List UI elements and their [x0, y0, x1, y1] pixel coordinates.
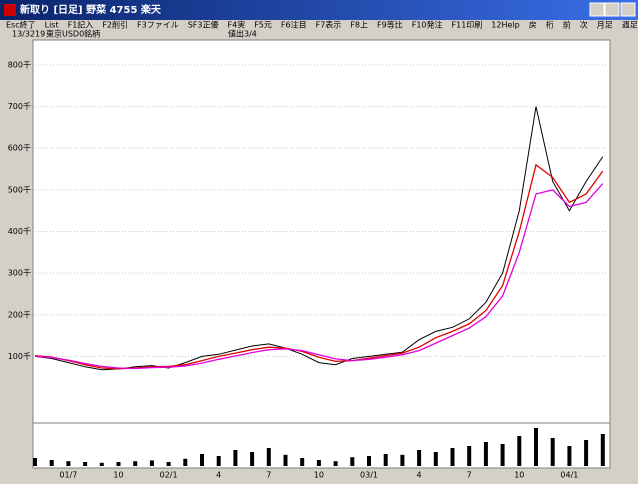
price-line [34, 183, 604, 370]
x-tick-label: 10 [514, 471, 524, 480]
maximize-button[interactable] [604, 2, 620, 17]
volume-bar [166, 462, 171, 466]
volume-bar [216, 456, 221, 466]
volume-bar [33, 458, 37, 466]
x-tick-label: 4 [417, 471, 422, 480]
x-tick-label: 7 [266, 471, 271, 480]
volume-bar [266, 448, 271, 466]
y-tick-label: 100千 [8, 351, 31, 361]
volume-bar [417, 450, 422, 466]
menu-item[interactable]: F4実 [228, 20, 246, 30]
menu-item[interactable]: Esc終了 [6, 20, 36, 30]
menu-item[interactable]: F6注目 [281, 20, 307, 30]
close-button[interactable] [620, 2, 636, 17]
volume-bar [66, 461, 71, 466]
chart-area [32, 39, 611, 469]
volume-bar [367, 456, 371, 466]
menu-item[interactable]: 桁 [546, 20, 554, 30]
volume-bar [483, 442, 488, 466]
volume-bar [200, 454, 204, 466]
menu-item[interactable]: 月足 [597, 21, 613, 30]
menu-item[interactable]: 前 [563, 20, 571, 30]
volume-bar [250, 452, 255, 466]
volume-bar [584, 440, 589, 466]
menu-item[interactable]: F7表示 [316, 20, 342, 30]
volume-bar [99, 462, 104, 466]
menu-bar: Esc終了 List F1記入 F2削引 F3ファイル SF3正優 F4実 F5元 F6注目 F7… [6, 20, 638, 30]
menu-item[interactable]: F3ファイル [137, 21, 179, 30]
volume-bar [600, 434, 605, 466]
x-tick-label: 7 [467, 471, 472, 480]
menu-item[interactable]: 12Help [491, 21, 519, 30]
menu-item[interactable]: F8上 [350, 21, 368, 30]
window-buttons[interactable] [589, 2, 636, 17]
volume-bar [133, 461, 138, 466]
minimize-button[interactable] [589, 2, 605, 17]
menu-item[interactable]: SF3正優 [188, 20, 219, 30]
window-title: 新取り [日足] 野菜 4755 楽天 [20, 3, 162, 16]
volume-bar [83, 462, 88, 466]
menu-item[interactable]: F5元 [254, 21, 272, 30]
volume-bar [149, 460, 154, 466]
volume-bar [316, 460, 321, 466]
x-tick-label: 03/1 [360, 471, 378, 480]
x-tick-label: 10 [314, 471, 324, 480]
menu-item[interactable]: 戻 [529, 20, 537, 30]
volume-bar [500, 444, 505, 466]
volume-bar [400, 454, 405, 466]
volume-bar [517, 436, 522, 466]
volume-bar [300, 458, 305, 466]
volume-bar [550, 438, 555, 466]
volume-bar [333, 461, 338, 466]
volume-bar [350, 457, 355, 466]
x-tick-label: 04/1 [560, 471, 578, 480]
volume-bar [233, 450, 238, 466]
y-tick-label: 800千 [8, 59, 31, 69]
y-tick-label: 300千 [8, 268, 31, 278]
menu-item[interactable]: F10発注 [412, 20, 443, 30]
plot: 100千 200千 300千 400千 500千 600千 700千 800千 01/7 10 02… [8, 59, 607, 480]
status-note: 値出3/4 [228, 29, 257, 39]
status-market: 東京USD0銘柄 [46, 29, 100, 39]
menu-item[interactable]: 次 [580, 20, 588, 30]
status-date: 13/3219 [12, 30, 45, 39]
volume-bar [283, 454, 288, 466]
y-tick-label: 500千 [8, 184, 31, 194]
y-tick-label: 700千 [8, 101, 31, 111]
x-tick-label: 10 [113, 471, 123, 480]
menu-item[interactable]: F11印刷 [452, 21, 483, 30]
x-tick-label: 4 [216, 471, 221, 480]
x-tick-label: 02/1 [160, 471, 178, 480]
menu-item[interactable]: List [45, 21, 59, 30]
y-tick-label: 400千 [8, 226, 31, 236]
volume-bar [450, 448, 455, 466]
volume-bar [116, 462, 121, 466]
volume-bar [467, 446, 472, 466]
menu-item[interactable]: F2削引 [102, 20, 128, 30]
menu-item[interactable]: F9等比 [377, 20, 403, 30]
y-tick-label: 600千 [8, 143, 31, 153]
menu-item[interactable]: 週足 [622, 21, 638, 30]
volume-bar [49, 460, 54, 466]
y-tick-label: 200千 [8, 309, 31, 319]
x-tick-label: 01/7 [59, 471, 77, 480]
menu-item[interactable]: F1記入 [68, 20, 94, 30]
volume-bar [567, 446, 572, 466]
title-bar [0, 0, 638, 20]
volume-bar [183, 458, 188, 466]
price-line [34, 106, 604, 371]
volume-bar [534, 428, 538, 466]
volume-bar [433, 452, 438, 466]
app-icon [4, 4, 16, 16]
volume-bar [383, 454, 388, 466]
